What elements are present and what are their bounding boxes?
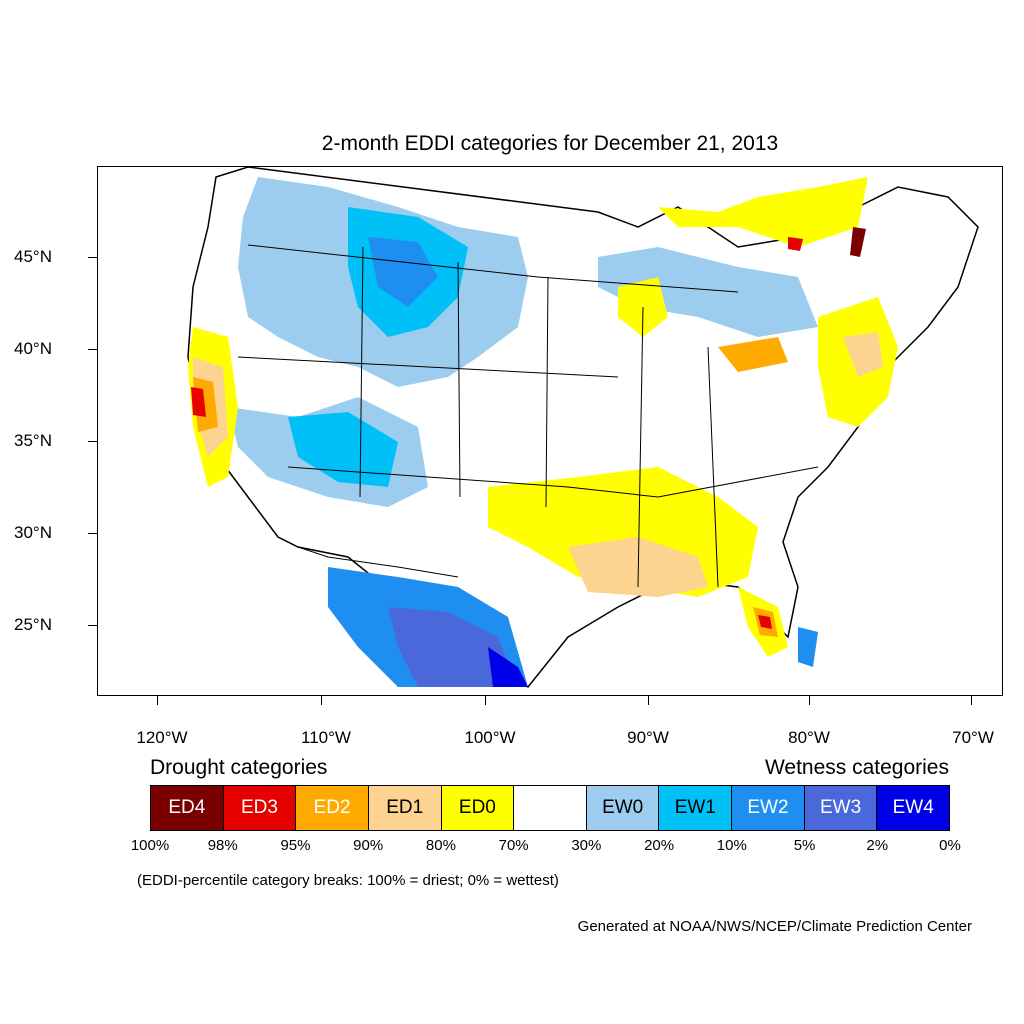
legend-box-ew1: EW1 [659, 786, 733, 830]
percentile-label: 100% [130, 837, 170, 854]
lat-tick-30 [88, 533, 97, 534]
percentile-label: 90% [353, 837, 384, 854]
legend-box-ed2: ED2 [296, 786, 369, 830]
legend-box-ew0: EW0 [586, 786, 660, 830]
map-frame [97, 166, 1003, 696]
map-title: 2-month EDDI categories for December 21,… [321, 132, 779, 155]
eddi-map [187, 167, 979, 688]
percentile-label: 20% [644, 837, 675, 854]
percentile-label: 10% [716, 837, 747, 854]
percentile-label: 5% [793, 837, 816, 854]
lon-tick-100 [485, 696, 486, 705]
percentile-label: 98% [207, 837, 238, 854]
dry-region-maritimes-ed4 [850, 227, 866, 257]
wet-region-texas-core [388, 607, 518, 687]
legend-box-ed4: ED4 [151, 786, 224, 830]
percentile-label: 0% [939, 837, 961, 854]
legend-box-ed0: ED0 [441, 786, 515, 830]
wet-region-gulf-coast [488, 647, 528, 687]
wet-region-southwest-inner [288, 412, 398, 487]
lon-tick-120 [157, 696, 158, 705]
dry-region-northeast-ed1 [843, 332, 883, 377]
lon-tick-110 [321, 696, 322, 705]
dry-region-canada-ed3 [788, 237, 803, 251]
lon-label-90: 90°W [627, 728, 669, 747]
percentile-label: 30% [571, 837, 602, 854]
wet-region-rockies-core [368, 237, 438, 307]
legend-box-neutral [514, 786, 587, 830]
wet-region-great-lakes [598, 247, 818, 337]
state-boundaries [237, 244, 819, 588]
lon-tick-80 [809, 696, 810, 705]
percentile-label: 95% [280, 837, 311, 854]
percentile-label: 2% [866, 837, 889, 854]
credit-text: Generated at NOAA/NWS/NCEP/Climate Predi… [577, 918, 972, 935]
dry-region-canada-east [658, 177, 868, 247]
legend-box-ew2: EW2 [732, 786, 805, 830]
lat-label-35: 35°N [14, 431, 52, 450]
dry-region-florida-ed3 [758, 615, 772, 629]
lon-tick-70 [971, 696, 972, 705]
lat-tick-45 [88, 257, 97, 258]
legend-box-ew3: EW3 [804, 786, 878, 830]
dry-region-california-ed3 [191, 387, 206, 417]
lat-label-40: 40°N [14, 339, 52, 358]
lat-tick-25 [88, 625, 97, 626]
lat-label-45: 45°N [14, 247, 52, 266]
drought-heading: Drought categories [150, 756, 328, 779]
category-note: (EDDI-percentile category breaks: 100% =… [137, 872, 559, 889]
lat-tick-40 [88, 349, 97, 350]
legend-box-ew4: EW4 [877, 786, 950, 830]
lon-tick-90 [648, 696, 649, 705]
dry-region-lake-erie [718, 337, 788, 372]
lon-label-120: 120°W [136, 728, 188, 747]
percentile-label: 80% [425, 837, 456, 854]
lon-label-80: 80°W [788, 728, 830, 747]
lon-label-110: 110°W [301, 728, 351, 747]
lat-label-30: 30°N [14, 523, 52, 542]
legend-box-ed3: ED3 [223, 786, 297, 830]
lon-label-70: 70°W [952, 728, 994, 747]
lat-tick-35 [88, 441, 97, 442]
percentile-label: 70% [498, 837, 529, 854]
wetness-heading: Wetness categories [764, 756, 949, 779]
wet-region-florida-tip [798, 627, 818, 667]
lon-label-100: 100°W [464, 728, 516, 747]
legend-bar: ED4 ED3 ED2 ED1 ED0 EW0 EW1 EW2 EW3 EW4 [150, 785, 950, 831]
legend-box-ed1: ED1 [368, 786, 442, 830]
lat-label-25: 25°N [14, 615, 52, 634]
